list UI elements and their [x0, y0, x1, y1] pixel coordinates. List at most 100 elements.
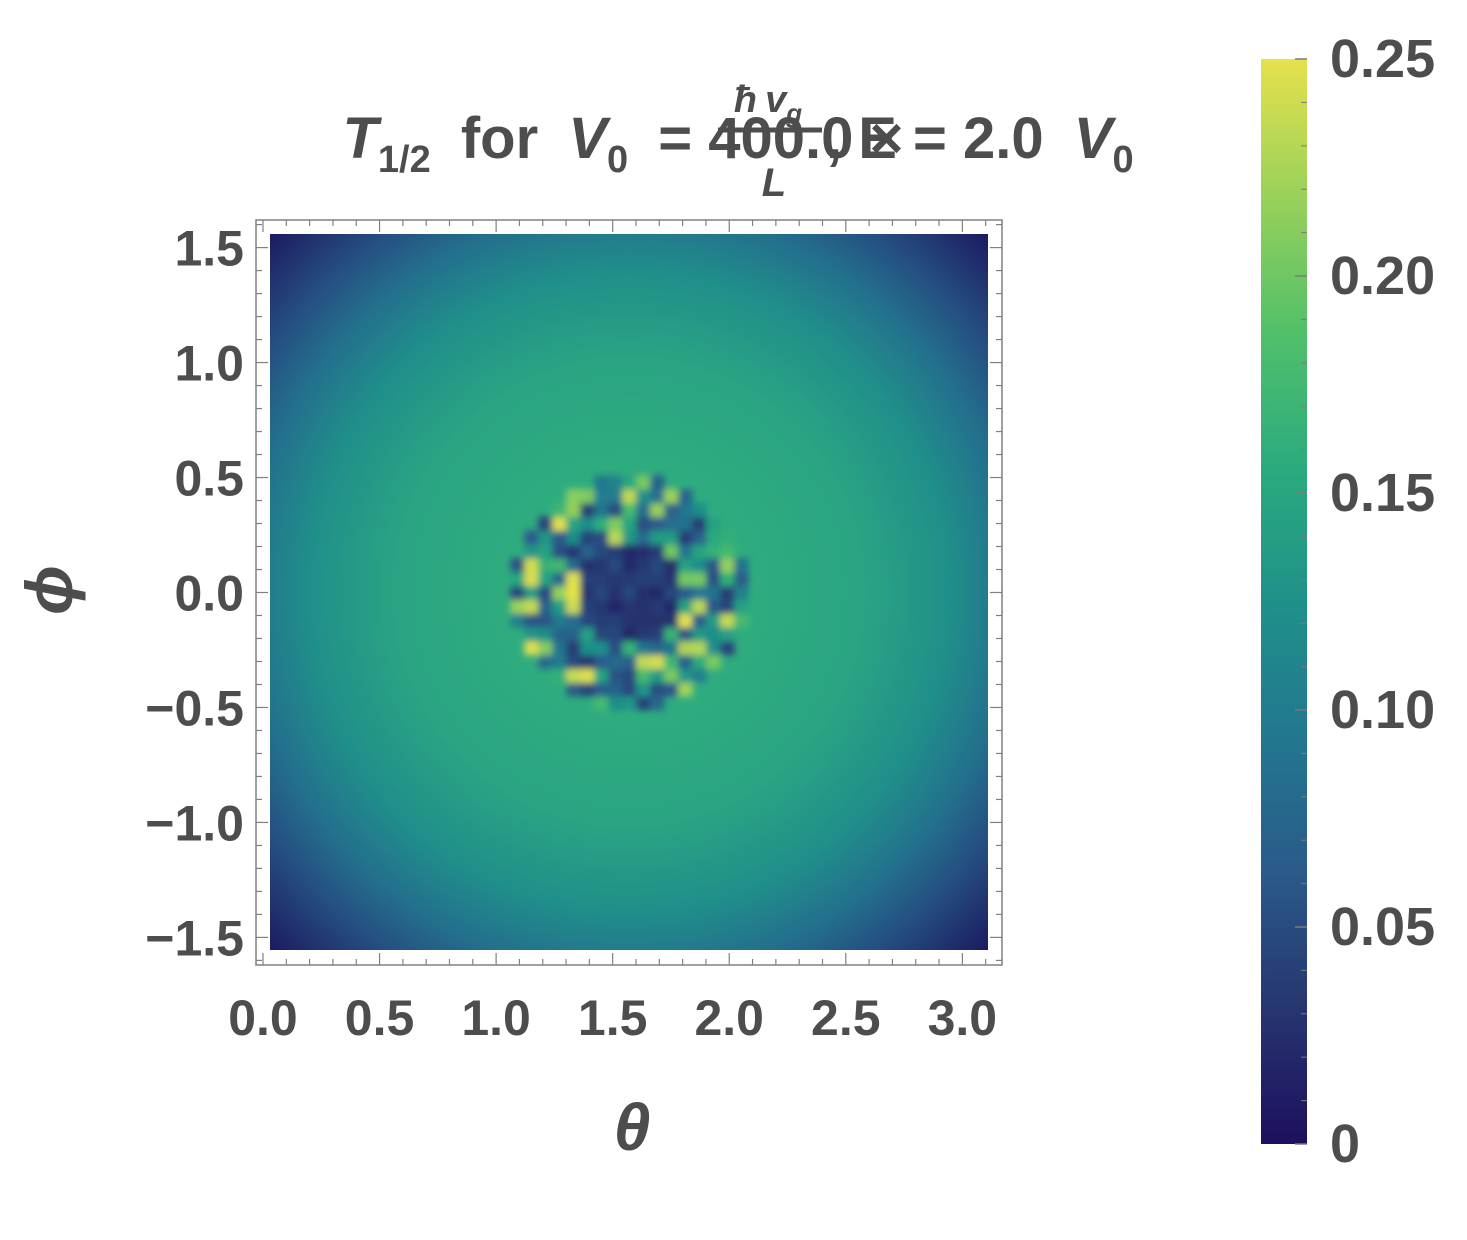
heatmap-cell [552, 516, 567, 532]
heatmap-cell [552, 502, 567, 518]
heatmap-cell [692, 613, 707, 628]
heatmap-cell [594, 475, 609, 490]
heatmap-cell [622, 558, 637, 573]
heatmap-cell [622, 475, 637, 490]
heatmap-cell [580, 682, 595, 697]
heatmap-cell [650, 668, 665, 683]
heatmap-cell [622, 695, 637, 711]
heatmap-cell [678, 668, 693, 683]
heatmap-cell [720, 544, 735, 559]
heatmap-cell [622, 654, 637, 669]
heatmap-cell [622, 489, 637, 504]
heatmap-cell [524, 613, 539, 628]
x-axis-label: θ [614, 1090, 651, 1164]
heatmap-cell [538, 558, 553, 573]
heatmap-cell [706, 571, 721, 587]
heatmap-cell [650, 640, 665, 656]
heatmap-cell [594, 585, 609, 600]
heatmap-cell [692, 640, 707, 656]
heatmap-cell [650, 613, 665, 628]
heatmap-cell [552, 599, 567, 614]
heatmap-cell [580, 599, 595, 614]
heatmap-cell [650, 516, 665, 532]
x-axis: 0.0 0.5 1.0 1.5 2.0 2.5 3.0 [228, 220, 997, 1046]
heatmap-cell [664, 654, 679, 669]
heatmap-cell [692, 558, 707, 573]
heatmap-cell [650, 558, 665, 573]
heatmap-cell [594, 489, 609, 504]
heatmap-cell [566, 571, 581, 587]
title-fraction-numerator: ħ vg [734, 79, 802, 128]
heatmap-cell [566, 682, 581, 697]
heatmap-cell [622, 585, 637, 600]
heatmap-cell [608, 695, 623, 711]
heatmap-cell [538, 516, 553, 532]
heatmap-cell [552, 654, 567, 669]
heatmap-cell [636, 640, 651, 656]
heatmap-cell [608, 544, 623, 559]
x-tick-label: 1.5 [578, 990, 648, 1046]
heatmap-cell [650, 626, 665, 642]
heatmap-cell [566, 599, 581, 614]
heatmap-cell [678, 489, 693, 504]
heatmap-cell [678, 654, 693, 669]
heatmap-cell [594, 613, 609, 628]
heatmap-cell [706, 530, 721, 545]
heatmap-cell [734, 571, 749, 587]
heatmap-cell [734, 585, 749, 600]
heatmap-cell [664, 668, 679, 683]
heatmap-cell [608, 682, 623, 697]
heatmap-cell [524, 626, 539, 642]
heatmap-cell [636, 585, 651, 600]
heatmap-cell [664, 544, 679, 559]
heatmap-cell [510, 571, 525, 587]
heatmap-cell [734, 599, 749, 614]
heatmap-cell [594, 544, 609, 559]
heatmap-cell [608, 613, 623, 628]
heatmap-cell [636, 571, 651, 587]
title-fraction: ħ vg L [718, 79, 822, 205]
colorbar-tick-label: 0 [1330, 1114, 1360, 1174]
heatmap-cell [678, 613, 693, 628]
heatmap-cell [622, 640, 637, 656]
heatmap-cell [538, 654, 553, 669]
heatmap-cell [636, 626, 651, 642]
heatmap-cell [678, 626, 693, 642]
heatmap-cell [566, 654, 581, 669]
central-region [510, 475, 749, 711]
heatmap-cell [664, 571, 679, 587]
heatmap-cell [664, 626, 679, 642]
colorbar-tick-label: 0.05 [1330, 897, 1435, 957]
heatmap-cell [594, 640, 609, 656]
heatmap-cell [706, 640, 721, 656]
heatmap-cell [608, 475, 623, 490]
heatmap-cell [580, 516, 595, 532]
heatmap-cell [636, 682, 651, 697]
heatmap-cell [580, 489, 595, 504]
y-tick-label: 0.5 [174, 451, 244, 507]
heatmap-cell [720, 530, 735, 545]
heatmap-cell [692, 668, 707, 683]
heatmap-cell [594, 654, 609, 669]
heatmap-cell [608, 571, 623, 587]
heatmap-cell [538, 544, 553, 559]
heatmap-cell [678, 599, 693, 614]
heatmap-cell [692, 502, 707, 518]
heatmap-cell [636, 489, 651, 504]
heatmap-cell [524, 599, 539, 614]
heatmap-cell [692, 571, 707, 587]
heatmap-cell [552, 530, 567, 545]
heatmap-cell [692, 516, 707, 532]
heatmap-cell [706, 654, 721, 669]
heatmap-cell [566, 530, 581, 545]
heatmap-cell [580, 558, 595, 573]
heatmap-cell [720, 558, 735, 573]
x-tick-label: 2.0 [694, 990, 764, 1046]
heatmap-cell [566, 516, 581, 532]
colorbar-tick-label: 0.20 [1330, 246, 1435, 306]
y-tick-label: 0.0 [174, 566, 244, 622]
heatmap-cell [720, 613, 735, 628]
heatmap-cell [622, 530, 637, 545]
heatmap-cell [552, 585, 567, 600]
heatmap-cell [636, 544, 651, 559]
